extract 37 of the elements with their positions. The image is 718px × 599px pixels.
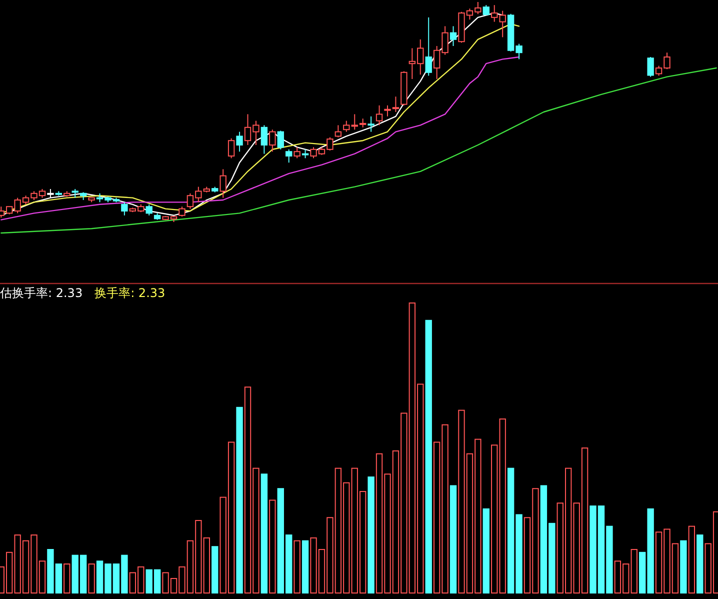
candlestick xyxy=(277,130,284,150)
bar xyxy=(260,474,268,594)
bar xyxy=(482,508,490,594)
candlestick xyxy=(121,202,128,216)
bar xyxy=(688,526,696,594)
bar xyxy=(269,500,276,594)
bar xyxy=(212,546,218,594)
bar xyxy=(302,540,309,594)
bar xyxy=(368,476,374,594)
bar xyxy=(236,406,243,594)
candlestick xyxy=(450,26,457,46)
candlestick xyxy=(343,120,350,132)
candlestick xyxy=(376,104,383,126)
candlestick xyxy=(294,146,300,159)
candlestick xyxy=(392,96,400,112)
candlestick xyxy=(286,148,292,164)
candlestick xyxy=(647,56,654,78)
bar xyxy=(294,540,300,594)
bar xyxy=(680,540,687,594)
candlestick xyxy=(236,131,243,152)
bar xyxy=(450,485,457,594)
candlestick xyxy=(334,124,342,138)
bar xyxy=(64,564,70,594)
bar xyxy=(696,534,704,594)
candlestick xyxy=(178,206,186,217)
candlestick xyxy=(260,124,268,154)
candlestick xyxy=(146,204,152,216)
candlestick xyxy=(228,138,235,159)
bar xyxy=(88,564,95,594)
candlestick xyxy=(384,104,391,117)
candlestick xyxy=(220,168,226,198)
text: 换手率: 2.33 xyxy=(94,286,166,300)
bar xyxy=(425,320,432,594)
candlestick xyxy=(425,16,432,76)
candlestick xyxy=(368,116,374,132)
candlestick xyxy=(269,129,276,152)
text: 估换手率: 2.33 xyxy=(0,286,83,300)
